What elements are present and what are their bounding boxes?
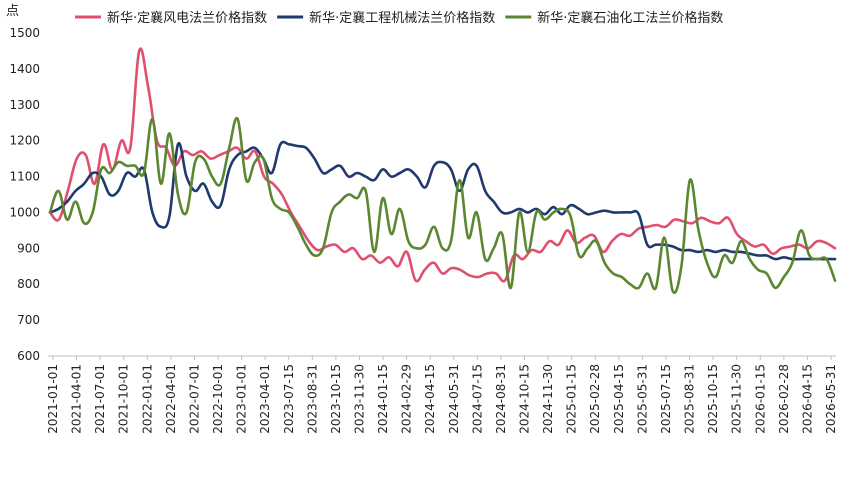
x-tick-label: 2024-08-31 [494, 364, 508, 434]
x-tick-label: 2025-07-15 [659, 364, 673, 434]
x-tick-label: 2023-08-31 [305, 364, 319, 434]
x-tick-label: 2026-05-31 [824, 364, 838, 434]
x-tick-label: 2022-07-01 [187, 364, 201, 434]
x-tick-label: 2024-01-15 [376, 364, 390, 434]
x-tick-label: 2025-02-28 [588, 364, 602, 434]
legend-label: 新华·定襄工程机械法兰价格指数 [309, 10, 495, 26]
y-axis-unit-label: 点 [6, 4, 19, 19]
x-tick-label: 2023-10-15 [329, 364, 343, 434]
x-tick-label: 2025-10-15 [706, 364, 720, 434]
x-tick-label: 2024-11-30 [541, 364, 555, 434]
y-tick-label: 1200 [9, 134, 40, 148]
x-tick-label: 2021-10-01 [117, 364, 131, 434]
series-line-3 [48, 116, 837, 294]
y-tick-label: 1500 [9, 26, 40, 40]
legend-label: 新华·定襄风电法兰价格指数 [107, 10, 267, 26]
y-tick-label: 1000 [9, 205, 40, 219]
y-tick-label: 900 [17, 241, 40, 255]
x-tick-label: 2025-01-15 [565, 364, 579, 434]
legend: 新华·定襄风电法兰价格指数 新华·定襄工程机械法兰价格指数 新华·定襄石油化工法兰价… [75, 10, 723, 26]
x-tick-label: 2022-04-01 [164, 364, 178, 434]
x-tick-label: 2024-07-15 [470, 364, 484, 434]
x-tick-label: 2025-04-15 [612, 364, 626, 434]
x-tick-label: 2022-01-01 [140, 364, 154, 434]
x-tick-label: 2024-05-31 [447, 364, 461, 434]
x-axis: 2021-01-01 2021-04-01 2021-07-01 2021-10-01… [46, 356, 838, 434]
x-tick-label: 2021-04-01 [70, 364, 84, 434]
y-tick-label: 1400 [9, 62, 40, 76]
y-tick-label: 1300 [9, 98, 40, 112]
y-tick-label: 1100 [9, 170, 40, 184]
series-line-1 [48, 47, 837, 283]
x-tick-label: 2022-10-01 [211, 364, 225, 434]
y-tick-label: 600 [17, 349, 40, 363]
series-lines [48, 47, 837, 294]
x-tick-label: 2025-08-31 [683, 364, 697, 434]
x-tick-label: 2025-11-30 [730, 364, 744, 434]
x-tick-label: 2021-07-01 [93, 364, 107, 434]
x-tick-label: 2026-04-15 [800, 364, 814, 434]
x-tick-label: 2023-04-01 [258, 364, 272, 434]
y-tick-label: 800 [17, 277, 40, 291]
x-tick-label: 2023-01-01 [235, 364, 249, 434]
x-tick-label: 2024-10-15 [518, 364, 532, 434]
x-tick-label: 2024-02-29 [400, 364, 414, 434]
x-tick-label: 2023-11-30 [352, 364, 366, 434]
y-tick-label: 700 [17, 313, 40, 327]
x-tick-label: 2023-07-15 [282, 364, 296, 434]
x-tick-label: 2024-04-15 [423, 364, 437, 434]
series-line-2 [48, 140, 837, 261]
x-tick-label: 2026-01-15 [753, 364, 767, 434]
legend-label: 新华·定襄石油化工法兰价格指数 [537, 10, 723, 26]
y-axis: 600 700 800 900 1000 1100 1200 1300 1400 1500 [9, 26, 40, 363]
x-tick-label: 2025-05-31 [635, 364, 649, 434]
x-tick-label: 2021-01-01 [46, 364, 60, 434]
x-tick-label: 2026-02-28 [777, 364, 791, 434]
